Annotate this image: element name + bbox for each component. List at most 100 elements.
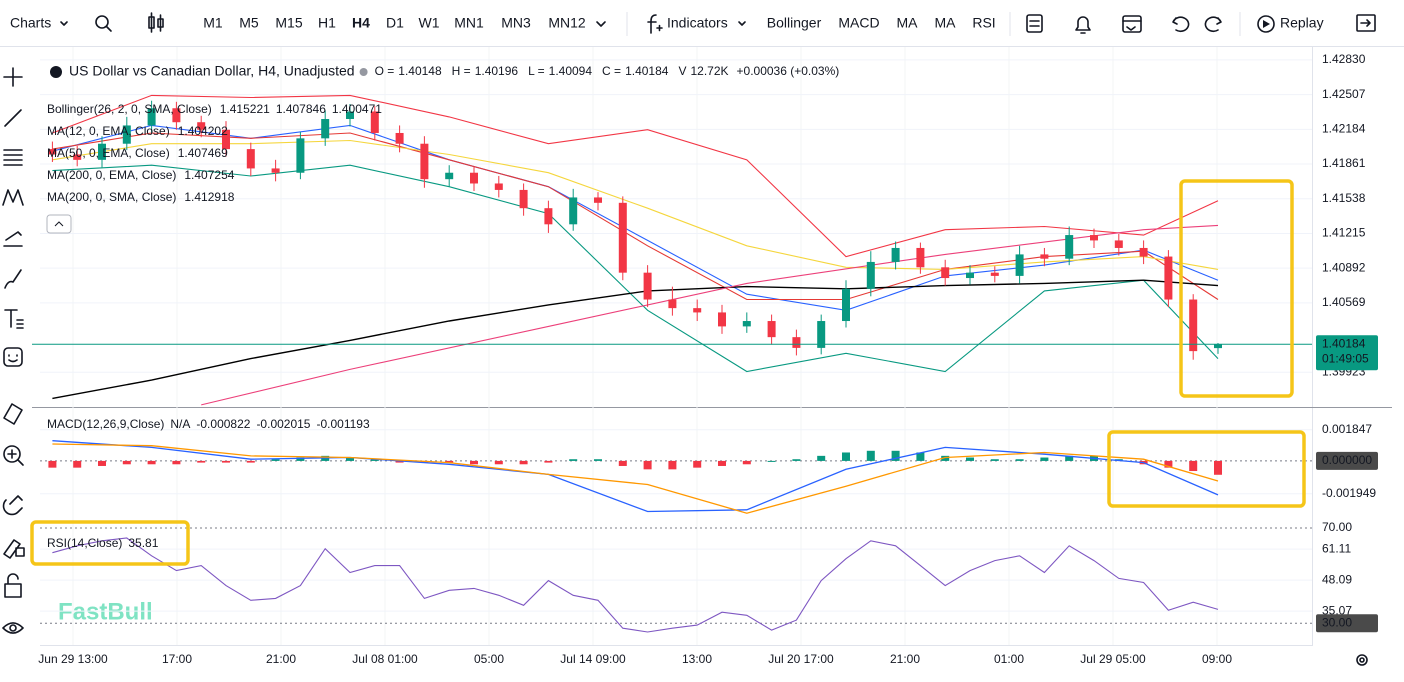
trendline-tool[interactable] bbox=[4, 109, 22, 127]
timeframe-button[interactable]: MN3 bbox=[501, 15, 531, 31]
indicator-line bbox=[52, 94, 1219, 258]
settings-icon[interactable] bbox=[1356, 654, 1368, 666]
histogram-bar bbox=[891, 450, 900, 461]
fib-tool[interactable] bbox=[3, 149, 23, 166]
redo-icon[interactable] bbox=[1204, 16, 1222, 33]
indicator-reading: 1.415221 bbox=[220, 102, 270, 116]
collapse-button[interactable] bbox=[46, 214, 72, 234]
candle-body bbox=[916, 247, 925, 268]
projection-tool[interactable] bbox=[3, 231, 23, 247]
timeframe-button[interactable]: MN1 bbox=[454, 15, 484, 31]
pattern-tool[interactable] bbox=[2, 189, 24, 206]
histogram-bar bbox=[197, 460, 206, 463]
timeframe-button[interactable]: M1 bbox=[203, 15, 223, 31]
histogram-bar bbox=[668, 460, 677, 470]
undo-icon[interactable] bbox=[1172, 16, 1190, 33]
zoom-tool[interactable] bbox=[3, 445, 24, 466]
x-tick-label: Jul 08 01:00 bbox=[352, 652, 418, 666]
histogram-bar bbox=[643, 460, 652, 470]
histogram-bar bbox=[842, 452, 850, 461]
histogram-bar bbox=[494, 460, 503, 465]
timeframe-button[interactable]: H1 bbox=[318, 15, 336, 31]
histogram-bar bbox=[742, 460, 751, 465]
timeframe-button[interactable]: M5 bbox=[239, 15, 259, 31]
lock-drawing-tool[interactable] bbox=[3, 539, 25, 559]
fullscreen-icon[interactable] bbox=[1356, 14, 1376, 32]
crosshair-tool[interactable] bbox=[3, 67, 23, 87]
indicator-button[interactable]: MA bbox=[897, 15, 919, 31]
candle-body bbox=[842, 288, 850, 322]
lock-tool[interactable] bbox=[4, 573, 22, 598]
symbol-title: US Dollar vs Canadian Dollar, H4, Unadju… bbox=[69, 63, 355, 79]
histogram-bar bbox=[916, 452, 925, 461]
emoji-tool[interactable] bbox=[3, 347, 23, 367]
histogram-bar bbox=[271, 459, 280, 461]
text-tool[interactable] bbox=[4, 309, 24, 329]
watermark: FastBull bbox=[58, 598, 153, 625]
indicator-reading: -0.001193 bbox=[316, 417, 369, 431]
histogram-bar bbox=[966, 457, 974, 461]
timeframe-button[interactable]: W1 bbox=[419, 15, 440, 31]
ohlc-value: 1.40094 bbox=[549, 64, 593, 78]
replay-button[interactable]: Replay bbox=[1280, 15, 1324, 31]
histogram-bar bbox=[1015, 459, 1024, 461]
indicator-button[interactable]: Bollinger bbox=[767, 15, 822, 31]
macd-line bbox=[52, 443, 1219, 514]
indicator-label: MA(200, 0, EMA, Close) bbox=[47, 168, 176, 182]
y-tick-label: 30.00 bbox=[1322, 615, 1352, 629]
indicator-button[interactable]: MA bbox=[935, 15, 957, 31]
indicator-button[interactable]: RSI bbox=[972, 15, 995, 31]
indicator-reading: 1.407254 bbox=[184, 168, 234, 182]
replay-icon[interactable] bbox=[1257, 15, 1275, 33]
timeframe-button[interactable]: H4 bbox=[352, 15, 370, 31]
candle-body bbox=[544, 208, 553, 225]
alert-icon[interactable] bbox=[1075, 16, 1091, 34]
timeframe-button[interactable]: M15 bbox=[275, 15, 302, 31]
charts-menu[interactable]: Charts bbox=[10, 15, 51, 31]
magnet-tool[interactable] bbox=[2, 495, 23, 516]
candle-body bbox=[767, 321, 776, 338]
candle-body bbox=[792, 337, 801, 348]
histogram-bar bbox=[370, 459, 379, 461]
brush-tool[interactable] bbox=[4, 269, 22, 289]
change-value: +0.00036 (+0.03%) bbox=[737, 64, 840, 78]
candle-type-icon[interactable] bbox=[148, 12, 164, 33]
candle-body bbox=[941, 267, 950, 279]
histogram-bar bbox=[1065, 455, 1074, 461]
collapse-icon bbox=[54, 221, 64, 227]
candle-body bbox=[370, 111, 379, 133]
candle-body bbox=[1065, 235, 1074, 259]
y-tick-label: 48.09 bbox=[1322, 572, 1352, 586]
ruler-tool[interactable] bbox=[3, 403, 23, 425]
x-tick-label: Jun 29 13:00 bbox=[38, 652, 108, 666]
calendar-icon[interactable] bbox=[1122, 15, 1142, 33]
candle-body bbox=[569, 197, 578, 225]
indicator-line bbox=[52, 164, 1219, 373]
candle-body bbox=[966, 272, 974, 279]
indicator-label: RSI(14,Close) bbox=[47, 536, 122, 550]
histogram-bar bbox=[693, 460, 702, 468]
candle-body bbox=[643, 272, 652, 300]
rsi-line bbox=[52, 537, 1219, 633]
y-tick-label: 1.42184 bbox=[1322, 121, 1366, 135]
visibility-tool[interactable] bbox=[2, 622, 24, 634]
histogram-bar bbox=[98, 460, 106, 466]
timeframe-button[interactable]: MN12 bbox=[548, 15, 586, 31]
indicator-label: MACD(12,26,9,Close) bbox=[47, 417, 164, 431]
candle-body bbox=[519, 189, 528, 209]
candle-body bbox=[1164, 256, 1173, 300]
timeframe-button[interactable]: D1 bbox=[386, 15, 404, 31]
left-toolbar bbox=[2, 67, 25, 634]
y-tick-label: -0.001949 bbox=[1322, 486, 1376, 500]
search-icon[interactable] bbox=[95, 15, 112, 32]
emoji-face bbox=[8, 354, 18, 363]
indicators-button[interactable]: Indicators bbox=[667, 15, 728, 31]
histogram-bar bbox=[445, 460, 454, 463]
candle-body bbox=[420, 143, 429, 180]
candle-body bbox=[197, 122, 206, 130]
indicators-icon[interactable] bbox=[647, 14, 663, 34]
indicator-button[interactable]: MACD bbox=[838, 15, 879, 31]
highlight-box bbox=[30, 520, 190, 566]
layout-icon[interactable] bbox=[1026, 14, 1043, 33]
ohlc-value: 1.40184 bbox=[625, 64, 669, 78]
